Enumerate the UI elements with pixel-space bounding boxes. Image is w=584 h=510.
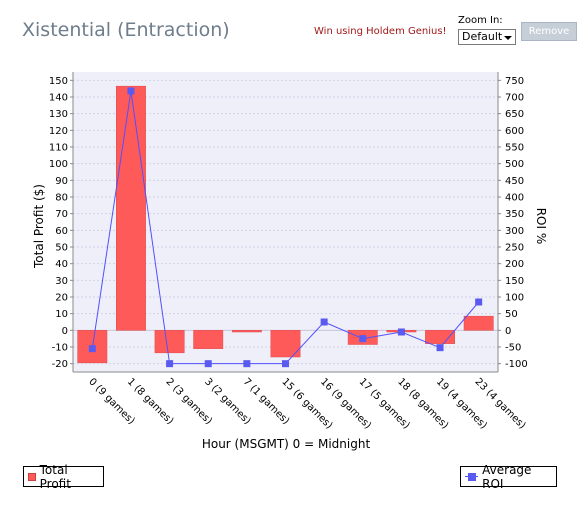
y2-tick-label: 50 [505,309,518,320]
y-tick-label: 10 [55,309,68,320]
y-tick-label: 130 [49,109,68,120]
y-axis-label: Total Profit ($) [32,184,46,269]
roi-point [166,360,174,368]
y2-tick-label: 450 [505,176,524,187]
y2-tick-label: 700 [505,93,524,104]
profit-roi-chart: -20-100102030405060708090100110120130140… [32,72,548,451]
y-tick-label: 100 [49,159,68,170]
bar [463,315,494,331]
y-tick-label: 30 [55,276,68,287]
y-tick-label: 140 [49,93,68,104]
remove-button[interactable]: Remove [521,22,577,41]
y2-tick-label: -50 [505,343,521,354]
line-swatch-icon [465,472,479,481]
y-tick-label: 60 [55,226,68,237]
y-tick-label: -10 [52,343,68,354]
y2-tick-label: 750 [505,76,524,87]
y2-tick-label: 250 [505,243,524,254]
page-title: Xistential (Entraction) [22,19,230,41]
roi-point [359,335,367,343]
y-tick-label: 0 [62,326,68,337]
bar-swatch-icon [28,472,36,481]
roi-point [436,344,444,352]
y2-axis-label: ROI % [534,208,548,245]
legend-label: Average ROI [482,462,532,491]
zoom-select[interactable]: Default [458,29,516,45]
legend-label: Total Profit [39,462,71,491]
roi-point [320,318,328,326]
roi-point [397,328,405,336]
roi-point [243,360,251,368]
zoom-select-value: Default [462,30,503,43]
y2-tick-label: 300 [505,226,524,237]
y2-tick-label: 200 [505,259,524,270]
y-tick-label: -20 [52,359,68,370]
bar [425,330,455,344]
y2-tick-label: 600 [505,126,524,137]
roi-point [282,360,289,368]
bar [231,330,262,333]
chevron-down-icon [504,36,512,40]
roi-point [127,87,135,95]
roi-point [88,345,96,353]
y-tick-label: 40 [55,259,68,270]
y-tick-label: 90 [55,176,68,187]
x-axis-label: Hour (MSGMT) 0 = Midnight [202,437,371,451]
y2-tick-label: 500 [505,159,524,170]
y2-tick-label: 150 [505,276,524,287]
roi-point [475,298,483,306]
y-tick-label: 150 [49,76,68,87]
bar [154,330,185,354]
y2-tick-label: 100 [505,293,524,304]
bar [193,330,224,349]
y-tick-label: 80 [55,193,68,204]
y2-tick-label: 400 [505,193,524,204]
y2-tick-label: 350 [505,209,524,220]
zoom-label: Zoom In: [458,15,503,26]
y2-tick-label: 650 [505,109,524,120]
y-tick-label: 70 [55,209,68,220]
y-tick-label: 110 [49,143,68,154]
y-tick-label: 120 [49,126,68,137]
roi-point [204,360,212,368]
legend-total-profit: Total Profit [23,463,104,491]
promo-link[interactable]: Win using Holdem Genius! [314,26,447,37]
legend-average-roi: Average ROI [460,463,557,491]
y2-tick-label: 550 [505,143,524,154]
y2-tick-label: 0 [505,326,511,337]
bar [116,85,146,331]
y-tick-label: 50 [55,243,68,254]
y2-tick-label: -100 [505,359,528,370]
y-tick-label: 20 [55,293,68,304]
